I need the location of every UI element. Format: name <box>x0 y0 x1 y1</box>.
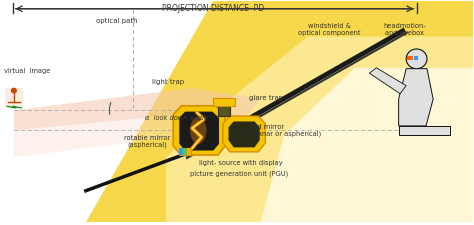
Text: virtual  image: virtual image <box>4 68 51 74</box>
Text: light trap: light trap <box>153 79 184 85</box>
Polygon shape <box>399 69 433 126</box>
Polygon shape <box>86 1 474 222</box>
Polygon shape <box>261 68 474 222</box>
Bar <box>407 56 413 60</box>
Bar <box>179 148 191 155</box>
Bar <box>179 148 183 155</box>
Polygon shape <box>173 106 225 155</box>
Text: picture generation unit (PGU): picture generation unit (PGU) <box>190 171 288 178</box>
Text: PROJECTION DISTANCE  PD: PROJECTION DISTANCE PD <box>162 4 264 13</box>
Polygon shape <box>166 36 474 222</box>
Ellipse shape <box>190 117 207 144</box>
Text: windshield &
optical component: windshield & optical component <box>298 23 360 36</box>
Circle shape <box>406 49 427 69</box>
Bar <box>213 98 235 106</box>
Bar <box>187 148 191 155</box>
Polygon shape <box>223 116 265 152</box>
Bar <box>183 148 187 155</box>
Text: α  look down angle: α look down angle <box>145 115 208 121</box>
Polygon shape <box>14 112 204 157</box>
Polygon shape <box>218 106 230 116</box>
Polygon shape <box>14 88 261 130</box>
Bar <box>5 88 23 108</box>
Text: fold mirror
(planar or aspherical): fold mirror (planar or aspherical) <box>249 124 321 137</box>
Polygon shape <box>179 112 219 151</box>
Text: glare trap: glare trap <box>249 95 283 101</box>
Bar <box>414 56 419 60</box>
Polygon shape <box>228 122 260 147</box>
Text: light- source with display: light- source with display <box>199 160 283 166</box>
Text: optical path: optical path <box>96 18 137 24</box>
Circle shape <box>11 88 16 93</box>
Polygon shape <box>369 68 406 94</box>
Text: rotable mirror
(aspherical): rotable mirror (aspherical) <box>124 135 170 148</box>
Polygon shape <box>399 126 450 135</box>
Text: headmotion-
and eyebox: headmotion- and eyebox <box>383 23 426 36</box>
